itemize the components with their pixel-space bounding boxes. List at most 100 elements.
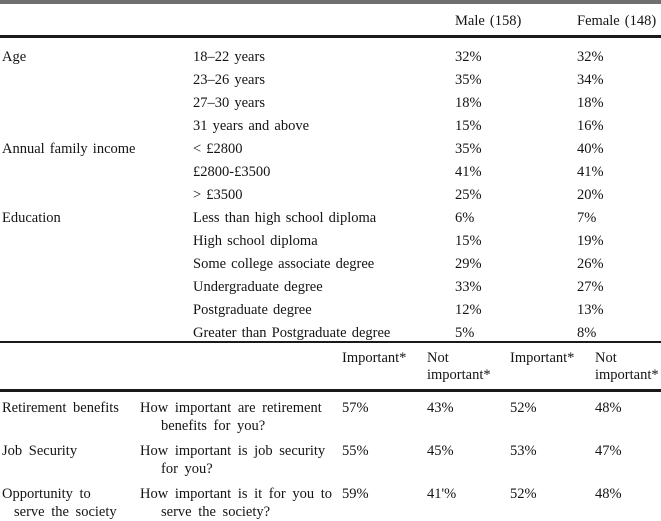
demographics-table: Male (158) Female (148) Age 18–22 years …: [0, 0, 661, 341]
category-cell: Some college associate degree: [193, 256, 375, 272]
group-label: [0, 249, 193, 272]
group-label: [0, 180, 193, 203]
group-label: [0, 88, 193, 111]
category-cell: Greater than Postgraduate degree: [193, 325, 391, 341]
column-header-male: Male (158): [455, 2, 577, 38]
importance-header-row: Important* Not important* Important* Not…: [0, 342, 661, 392]
male-value-cell: 41%: [455, 164, 482, 180]
column-header-female: Female (148): [577, 2, 661, 38]
female-value-cell: 13%: [577, 302, 604, 318]
category-cell: High school diploma: [193, 233, 318, 249]
category-cell: 31 years and above: [193, 118, 310, 134]
empty-header-cell: [140, 342, 342, 392]
table-row: Postgraduate degree 12% 13%: [0, 295, 661, 318]
female-value-cell: 18%: [577, 95, 604, 111]
female-value-cell: 41%: [577, 164, 604, 180]
column-header-male-important: Important*: [342, 342, 427, 392]
table-row: 31 years and above 15% 16%: [0, 111, 661, 134]
male-value-cell: 15%: [455, 233, 482, 249]
table-row: Some college associate degree 29% 26%: [0, 249, 661, 272]
group-label: [0, 295, 193, 318]
table-row: £2800-£3500 41% 41%: [0, 157, 661, 180]
table-row: Undergraduate degree 33% 27%: [0, 272, 661, 295]
category-cell: < £2800: [193, 141, 243, 157]
category-cell: £2800-£3500: [193, 164, 271, 180]
demographics-header-row: Male (158) Female (148): [0, 2, 661, 38]
category-cell: 27–30 years: [193, 95, 265, 111]
question-cell: How important is job security for you?: [140, 435, 342, 478]
table-row: Annual family income < £2800 35% 40%: [0, 134, 661, 157]
female-value-cell: 16%: [577, 118, 604, 134]
male-not-important-value: 41'%: [427, 486, 457, 502]
female-not-important-value: 48%: [595, 486, 622, 502]
group-label: Annual family income: [2, 141, 136, 157]
category-cell: 18–22 years: [193, 49, 265, 65]
male-value-cell: 6%: [455, 210, 475, 226]
table-row: Retirement benefits How important are re…: [0, 391, 661, 436]
male-value-cell: 25%: [455, 187, 482, 203]
group-label: [0, 226, 193, 249]
female-value-cell: 7%: [577, 210, 597, 226]
male-value-cell: 32%: [455, 49, 482, 65]
female-value-cell: 26%: [577, 256, 604, 272]
empty-header-cell: [0, 2, 193, 38]
female-value-cell: 27%: [577, 279, 604, 295]
category-cell: Postgraduate degree: [193, 302, 312, 318]
male-not-important-value: 45%: [427, 443, 454, 459]
female-value-cell: 34%: [577, 72, 604, 88]
male-value-cell: 35%: [455, 141, 482, 157]
table-row: Age 18–22 years 32% 32%: [0, 37, 661, 66]
male-value-cell: 29%: [455, 256, 482, 272]
male-value-cell: 5%: [455, 325, 475, 341]
group-label: [0, 157, 193, 180]
topic-label: Retirement benefits: [0, 391, 140, 436]
female-important-value: 53%: [510, 443, 537, 459]
empty-header-cell: [193, 2, 455, 38]
table-row: Education Less than high school diploma …: [0, 203, 661, 226]
column-header-female-not-important: Not important*: [595, 342, 661, 392]
female-not-important-value: 48%: [595, 400, 622, 416]
empty-header-cell: [0, 342, 140, 392]
female-not-important-value: 47%: [595, 443, 622, 459]
group-label: Age: [2, 49, 27, 65]
table-row: 23–26 years 35% 34%: [0, 65, 661, 88]
female-value-cell: 8%: [577, 325, 597, 341]
female-important-value: 52%: [510, 486, 537, 502]
male-value-cell: 35%: [455, 72, 482, 88]
group-label: [0, 318, 193, 341]
table-row: Greater than Postgraduate degree 5% 8%: [0, 318, 661, 341]
group-label: [0, 111, 193, 134]
category-cell: 23–26 years: [193, 72, 265, 88]
topic-label-line: Opportunity to: [2, 486, 91, 502]
question-line: How important is job security: [140, 443, 326, 459]
question-line: for you?: [161, 461, 213, 477]
female-value-cell: 20%: [577, 187, 604, 203]
table-row: High school diploma 15% 19%: [0, 226, 661, 249]
topic-label: Opportunity to serve the society: [0, 478, 140, 521]
female-value-cell: 19%: [577, 233, 604, 249]
question-line: How important are retirement: [140, 400, 322, 416]
table-row: 27–30 years 18% 18%: [0, 88, 661, 111]
male-important-value: 59%: [342, 486, 369, 502]
category-cell: > £3500: [193, 187, 243, 203]
question-cell: How important is it for you to serve the…: [140, 478, 342, 521]
table-row: Job Security How important is job securi…: [0, 435, 661, 478]
question-line: How important is it for you to: [140, 486, 332, 502]
male-value-cell: 12%: [455, 302, 482, 318]
female-important-value: 52%: [510, 400, 537, 416]
male-value-cell: 15%: [455, 118, 482, 134]
question-cell: How important are retirement benefits fo…: [140, 391, 342, 436]
category-cell: Less than high school diploma: [193, 210, 377, 226]
question-line: benefits for you?: [161, 418, 266, 434]
group-label: [0, 65, 193, 88]
category-cell: Undergraduate degree: [193, 279, 323, 295]
topic-label-line: Job Security: [2, 443, 78, 459]
column-header-male-not-important: Not important*: [427, 342, 510, 392]
topic-label: Job Security: [0, 435, 140, 478]
male-not-important-value: 43%: [427, 400, 454, 416]
column-header-female-important: Important*: [510, 342, 595, 392]
male-value-cell: 18%: [455, 95, 482, 111]
table-row: Opportunity to serve the society How imp…: [0, 478, 661, 521]
male-important-value: 55%: [342, 443, 369, 459]
